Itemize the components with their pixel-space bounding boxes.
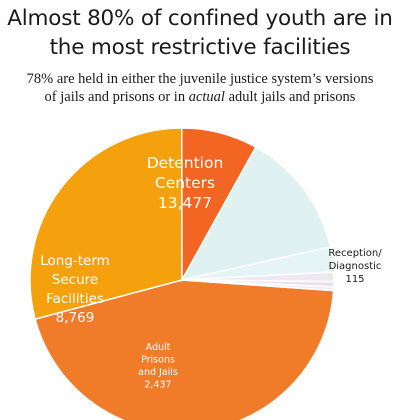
slice-label-text: Long-term [40, 253, 110, 269]
slice-value-label: 8,769 [56, 310, 95, 326]
slice-value-label: 115 [345, 274, 364, 285]
slice-label-text: Prisons [141, 355, 175, 366]
slice-label-text: Reception/ [328, 248, 382, 259]
slice-label-adult: Adult Prisons and Jails 2,437 [138, 342, 178, 391]
pie-slice-longterm [29, 127, 183, 321]
slice-label-text: Centers [155, 174, 215, 192]
slice-value-label: 13,477 [158, 194, 212, 212]
slice-label-detention: Detention Centers 13,477 [147, 154, 224, 212]
pie-slice-reception [181, 279, 335, 292]
subtitle-line-1: 78% are held in either the juvenile just… [26, 71, 374, 87]
subtitle-emphasis: actual [188, 89, 225, 105]
chart-title: Almost 80% of confined youth are in the … [0, 4, 400, 62]
title-line-1: Almost 80% of confined youth are in [7, 6, 393, 31]
chart-subtitle: 78% are held in either the juvenile just… [0, 70, 400, 106]
subtitle-line-2-end: adult jails and prisons [224, 89, 356, 105]
pie-slices [29, 127, 335, 420]
subtitle-line-2-start: of jails and prisons or in [44, 89, 189, 105]
slice-label-text: Detention [147, 154, 224, 172]
slice-label-text: and Jails [138, 367, 178, 378]
pie-slice-detention [34, 279, 335, 420]
slice-label-reception: Reception/Diagnostic 115 [328, 248, 382, 285]
slice-value-label: 2,437 [144, 380, 171, 391]
slice-label-text: Diagnostic [329, 261, 382, 272]
slice-label-text: Secure [52, 272, 98, 288]
subtitle-line-2: of jails and prisons or in actual adult … [0, 88, 400, 106]
pie-labels: Detention Centers 13,477 Long-term Secure Fac… [40, 154, 382, 391]
pie-slice-light1 [180, 146, 332, 282]
title-line-2: the most restrictive facilities [49, 35, 351, 60]
slice-label-longterm: Long-term Secure Facilities 8,769 [40, 253, 110, 326]
slice-label-text: Adult [146, 342, 171, 353]
slice-label-text: Facilities [46, 291, 104, 307]
